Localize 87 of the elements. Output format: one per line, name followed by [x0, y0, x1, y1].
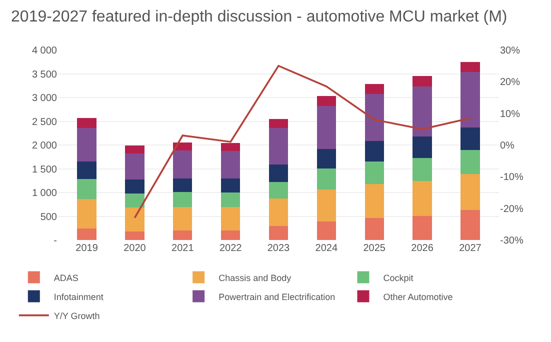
legend-label: Infotainment — [54, 292, 104, 302]
bar — [412, 158, 432, 182]
bar — [460, 174, 480, 210]
bar — [316, 168, 336, 190]
bar — [316, 190, 336, 222]
bar — [220, 230, 240, 240]
bar — [460, 150, 480, 174]
legend-label: Y/Y Growth — [54, 310, 100, 321]
bar — [268, 226, 288, 240]
y2-tick-label: -20% — [500, 204, 524, 215]
x-tick-label: 2021 — [172, 243, 194, 254]
bar — [220, 143, 240, 152]
bar — [77, 199, 96, 229]
x-tick-label: 2020 — [124, 243, 146, 254]
bar — [460, 72, 480, 128]
bar — [125, 145, 144, 154]
bar — [316, 96, 336, 106]
bar — [364, 94, 384, 142]
bar — [173, 230, 192, 240]
bar — [364, 218, 384, 240]
bar — [125, 231, 144, 240]
bar — [268, 128, 288, 164]
bar — [412, 181, 432, 216]
bar — [77, 228, 96, 240]
bar — [412, 76, 432, 87]
bar — [268, 164, 288, 182]
line-series — [134, 64, 472, 219]
bar — [412, 216, 432, 240]
bar — [316, 221, 336, 240]
x-tick-label: 2022 — [219, 243, 242, 254]
bar — [460, 210, 480, 240]
y2-tick-label: 20% — [500, 77, 520, 88]
y-tick-label: 2 000 — [32, 140, 58, 152]
bar — [316, 148, 336, 168]
y-tick-label: 1 000 — [32, 188, 58, 199]
bar — [220, 206, 240, 230]
bar — [364, 184, 384, 218]
y2-tick-label: 10% — [500, 108, 520, 120]
bar — [220, 151, 240, 179]
bar — [412, 136, 432, 158]
bar — [125, 180, 144, 194]
y-tick-label: 4 000 — [32, 46, 58, 56]
bar — [77, 162, 96, 180]
y2-tick-label: 0% — [500, 140, 515, 152]
bar — [460, 127, 480, 150]
bar — [125, 154, 144, 180]
bar — [220, 178, 240, 192]
legend-label: ADAS — [54, 272, 78, 283]
legend-label: Chassis and Body — [218, 272, 292, 283]
bar — [173, 178, 192, 192]
bar — [173, 150, 192, 178]
y2-tick-label: -10% — [500, 172, 524, 184]
legend-label: Other Automotive — [383, 292, 453, 302]
bar — [173, 206, 192, 230]
chart-title: 2019-2027 featured in-depth discussion - automotive MCU market (M) — [11, 8, 508, 26]
y-tick-label: 2 500 — [32, 116, 58, 128]
x-tick-label: 2023 — [267, 243, 290, 254]
x-tick-label: 2027 — [459, 243, 482, 254]
bar — [268, 198, 288, 226]
bar — [125, 193, 144, 208]
y-tick-label: 3 500 — [32, 69, 58, 80]
x-tick-label: 2026 — [411, 243, 434, 254]
bar — [77, 179, 96, 200]
y-tick-label: - — [54, 236, 57, 246]
bar — [364, 141, 384, 162]
bar — [460, 62, 480, 72]
y-tick-label: 3 000 — [32, 93, 58, 104]
y-tick-label: 500 — [40, 212, 58, 223]
x-tick-label: 2019 — [76, 243, 98, 254]
legend-label: Cockpit — [383, 272, 414, 283]
bar — [364, 84, 384, 94]
bar — [77, 128, 96, 162]
bar — [412, 86, 432, 136]
bar — [268, 118, 288, 128]
y2-tick-label: -30% — [500, 236, 524, 246]
bar — [268, 182, 288, 199]
bar — [125, 208, 144, 232]
bar — [316, 106, 336, 149]
x-tick-label: 2025 — [363, 243, 386, 254]
legend-label: Powertrain and Electrification — [218, 292, 336, 302]
y2-tick-label: 30% — [500, 46, 520, 56]
x-tick-label: 2024 — [315, 243, 338, 254]
bar — [173, 192, 192, 207]
y-tick-label: 1 500 — [32, 164, 58, 176]
bar — [77, 118, 96, 128]
bar — [220, 192, 240, 207]
bar — [364, 162, 384, 184]
